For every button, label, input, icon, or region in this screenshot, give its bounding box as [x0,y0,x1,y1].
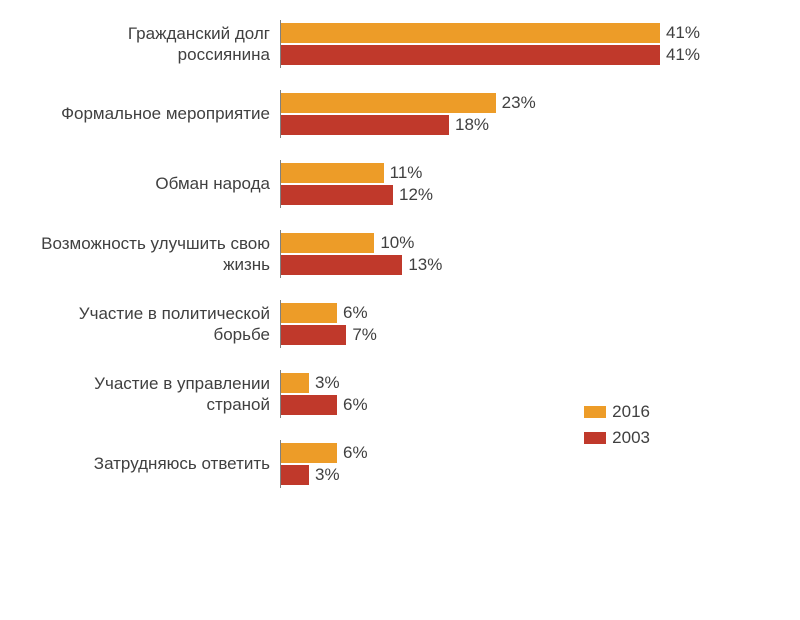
bar [281,23,660,43]
legend-label: 2016 [612,402,650,422]
bar [281,93,496,113]
category-label: Участие в управлениистраной [20,373,280,416]
bars-area: 11%12% [280,160,700,208]
bar [281,373,309,393]
category-label: Возможность улучшить своюжизнь [20,233,280,276]
bar-row: 18% [281,114,700,136]
bar [281,255,402,275]
bar-row: 13% [281,254,700,276]
bar [281,233,374,253]
bar-value-label: 6% [343,303,368,323]
bar [281,163,384,183]
bar-row: 10% [281,232,700,254]
bar-row: 12% [281,184,700,206]
bar [281,115,449,135]
bar [281,303,337,323]
bar-value-label: 3% [315,373,340,393]
bar-value-label: 3% [315,465,340,485]
bars-area: 10%13% [280,230,700,278]
bars-area: 6%7% [280,300,700,348]
bar-row: 41% [281,22,700,44]
bar-row: 23% [281,92,700,114]
bar-value-label: 23% [502,93,536,113]
category-label: Формальное мероприятие [20,103,280,124]
bar-value-label: 41% [666,23,700,43]
bar [281,45,660,65]
legend-item: 2003 [584,428,650,448]
bar-value-label: 11% [390,163,423,183]
bars-area: 23% 18% [280,90,700,138]
category-label: Гражданский долгроссиянина [20,23,280,66]
bar-value-label: 10% [380,233,414,253]
legend-item: 2016 [584,402,650,422]
chart-group: Возможность улучшить своюжизнь10%13% [20,230,760,278]
category-label: Участие в политическойборьбе [20,303,280,346]
bar [281,395,337,415]
bar-chart: Гражданский долгроссиянина41%41%Формальн… [20,20,760,488]
bar-value-label: 41% [666,45,700,65]
bar-row: 3% [281,464,700,486]
bar-row: 6% [281,302,700,324]
bar-value-label: 13% [408,255,442,275]
chart-group: Обман народа11%12% [20,160,760,208]
legend-swatch [584,406,606,418]
legend: 2016 2003 [584,402,650,448]
legend-label: 2003 [612,428,650,448]
bar-row: 7% [281,324,700,346]
bar [281,443,337,463]
chart-group: Участие в политическойборьбе6%7% [20,300,760,348]
bar-value-label: 6% [343,395,368,415]
legend-swatch [584,432,606,444]
bar-row: 41% [281,44,700,66]
bar-row: 3% [281,372,700,394]
bars-area: 41%41% [280,20,700,68]
category-label: Затрудняюсь ответить [20,453,280,474]
bar [281,185,393,205]
bar-value-label: 7% [352,325,377,345]
chart-group: Гражданский долгроссиянина41%41% [20,20,760,68]
bar [281,465,309,485]
bar-value-label: 6% [343,443,368,463]
category-label: Обман народа [20,173,280,194]
bar-value-label: 18% [455,115,489,135]
bar [281,325,346,345]
bar-row: 11% [281,162,700,184]
chart-group: Формальное мероприятие 23% 18% [20,90,760,138]
bar-value-label: 12% [399,185,433,205]
